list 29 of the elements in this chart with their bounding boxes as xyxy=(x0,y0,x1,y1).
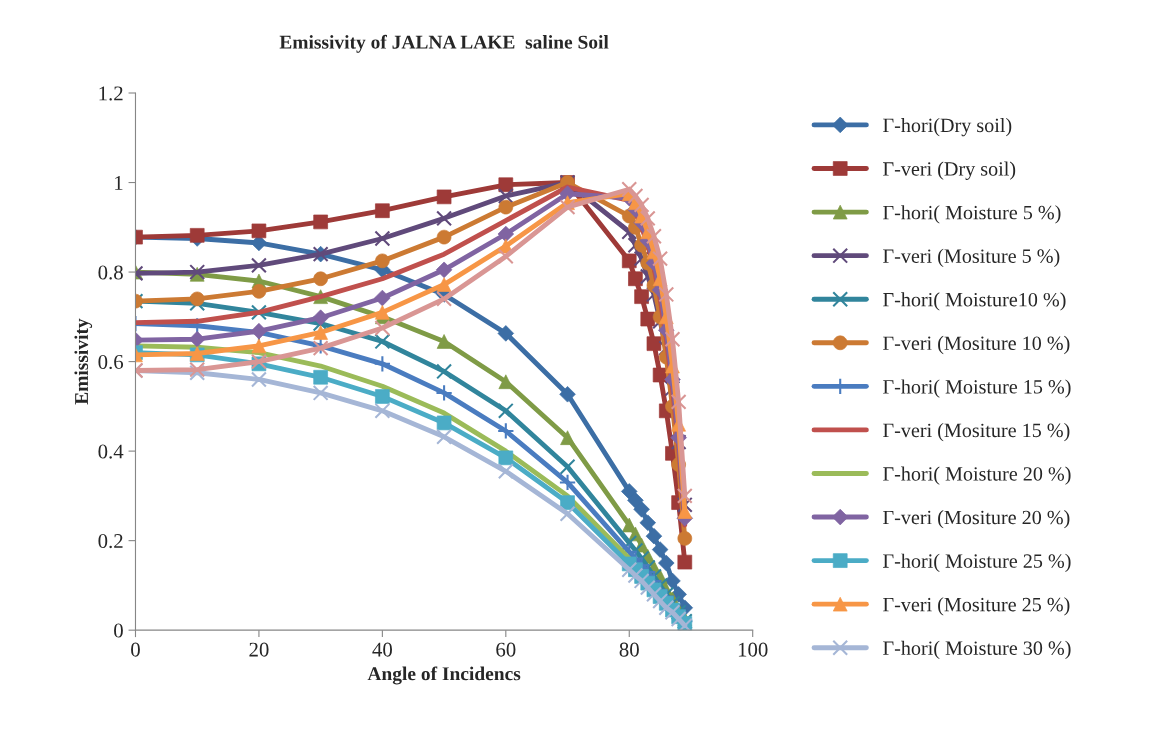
legend-label: Γ-veri (Mositure 25 %) xyxy=(883,597,1070,616)
legend-label: Γ-hori( Moisture 20 %) xyxy=(883,466,1071,485)
x-tick-label: 40 xyxy=(372,642,392,657)
legend-label: Γ-veri (Dry soil) xyxy=(883,161,1016,180)
legend-label: Γ-hori( Moisture 25 %) xyxy=(883,553,1071,572)
legend-label: Γ-hori( Moisture10 %) xyxy=(883,292,1066,311)
y-tick-label: 0.6 xyxy=(98,354,124,370)
legend-label: Γ-hori(Dry soil) xyxy=(883,117,1012,137)
chart-title: Emissivity of JALNA LAKE saline Soil xyxy=(279,34,609,53)
y-tick-label: 1 xyxy=(115,176,123,190)
x-tick-label: 0 xyxy=(131,642,140,657)
x-axis-title: Angle of Incidencs xyxy=(367,666,521,685)
legend-label: Γ-veri (Mositure 15 %) xyxy=(883,422,1070,442)
x-tick-label: 60 xyxy=(496,642,516,657)
y-tick-label: 0.2 xyxy=(98,534,123,549)
y-tick-label: 0 xyxy=(114,623,123,638)
legend-label: Γ-hori( Moisture 30 %) xyxy=(883,640,1071,660)
y-tick-label: 0.4 xyxy=(98,444,124,459)
legend-label: Γ-veri (Mositure 10 %) xyxy=(883,335,1070,355)
x-tick-label: 100 xyxy=(738,642,768,657)
y-tick-label: 1.2 xyxy=(99,86,123,101)
x-tick-label: 20 xyxy=(249,642,269,657)
y-axis-title: Emissivity xyxy=(74,318,93,405)
legend-label: Γ-hori( Moisture 15 %) xyxy=(883,379,1071,398)
legend-label: Γ-veri (Mositure 20 %) xyxy=(883,510,1070,529)
y-tick-label: 0.8 xyxy=(98,265,123,280)
legend-label: Γ-hori( Moisture 5 %) xyxy=(883,205,1061,224)
legend-label: Γ-veri (Mositure 5 %) xyxy=(883,248,1060,268)
x-tick-label: 80 xyxy=(619,642,639,657)
